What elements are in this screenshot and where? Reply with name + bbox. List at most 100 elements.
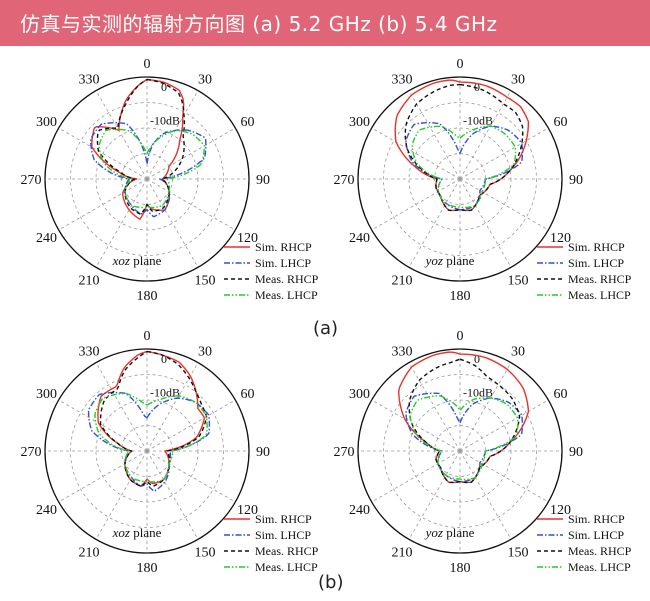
chart-legend: Sim. RHCP Sim. LHCP Meas. RHCP Meas. LHCP <box>537 512 632 574</box>
series-sim-lhcp <box>405 392 524 483</box>
angle-tick-label: 180 <box>450 561 471 576</box>
grid-ring <box>383 102 537 256</box>
grid-spoke <box>408 362 461 452</box>
angle-tick-label: 120 <box>237 231 258 246</box>
angle-tick-label: 330 <box>79 73 100 88</box>
series-meas-lhcp <box>94 392 208 483</box>
angle-tick-label: 150 <box>508 273 529 288</box>
legend-entry: Meas. RHCP <box>255 544 319 558</box>
series-sim-lhcp <box>87 391 211 492</box>
inner-zero-label: 0 <box>474 352 480 366</box>
series-meas-lhcp <box>411 125 517 209</box>
sub-caption-b: (b) <box>318 572 344 593</box>
angle-tick-label: 270 <box>21 445 42 460</box>
angle-tick-label: 270 <box>21 173 42 188</box>
angle-tick-label: 60 <box>553 387 567 402</box>
grid-ring <box>383 374 537 528</box>
angle-tick-label: 270 <box>334 445 355 460</box>
series-sim-rhcp <box>394 79 530 212</box>
angle-tick-label: 150 <box>195 273 216 288</box>
grid-spoke <box>58 178 148 231</box>
angle-tick-label: 0 <box>144 57 151 72</box>
angle-tick-label: 90 <box>569 445 583 460</box>
angle-tick-label: 30 <box>198 73 212 88</box>
series-sim-rhcp <box>97 350 206 487</box>
grid-spoke <box>459 399 549 452</box>
plane-label: yoz plane <box>424 525 475 540</box>
polar-chart-4: 0 30 60 90 120 150 180 210 240 270 300 330 0 -10dB yoz… <box>334 329 632 576</box>
angle-tick-label: 270 <box>334 173 355 188</box>
series-meas-rhcp <box>408 358 521 484</box>
angle-tick-label: 180 <box>137 289 158 304</box>
angle-tick-label: 150 <box>508 545 529 560</box>
grid-spoke <box>371 127 461 180</box>
series-meas-lhcp <box>409 395 519 481</box>
outer-ring <box>357 348 563 554</box>
legend-entry: Sim. LHCP <box>568 256 624 270</box>
angle-tick-label: 0 <box>457 57 464 72</box>
series-meas-rhcp <box>96 78 186 215</box>
angle-tick-label: 90 <box>256 173 270 188</box>
inner-zero-label: 0 <box>161 80 167 94</box>
angle-tick-label: 210 <box>79 273 100 288</box>
grid-spoke <box>146 450 236 503</box>
angle-tick-label: 180 <box>450 289 471 304</box>
angle-tick-label: 120 <box>550 231 571 246</box>
legend-entry: Sim. RHCP <box>255 240 312 254</box>
outer-ring <box>44 76 250 282</box>
angle-tick-label: 60 <box>240 387 254 402</box>
grid-spoke <box>459 362 512 452</box>
angle-tick-label: 300 <box>349 387 370 402</box>
series-meas-rhcp <box>404 83 524 212</box>
plane-label: xoz plane <box>112 525 162 540</box>
chart-legend: Sim. RHCP Sim. LHCP Meas. RHCP Meas. LHCP <box>224 512 319 574</box>
angle-tick-label: 30 <box>511 345 525 360</box>
grid-spoke <box>146 178 236 231</box>
polar-chart-2: 0 30 60 90 120 150 180 210 240 270 300 330 0 -10dB yoz… <box>334 57 632 304</box>
angle-tick-label: 30 <box>511 73 525 88</box>
inner-zero-label: 0 <box>474 80 480 94</box>
angle-tick-label: 300 <box>36 115 57 130</box>
grid-spoke <box>459 450 512 540</box>
legend-entry: Meas. LHCP <box>255 560 318 574</box>
angle-tick-label: 30 <box>198 345 212 360</box>
angle-tick-label: 300 <box>36 387 57 402</box>
grid-spoke <box>146 178 199 268</box>
angle-tick-label: 150 <box>195 545 216 560</box>
angle-tick-label: 180 <box>137 561 158 576</box>
legend-entry: Meas. LHCP <box>568 560 631 574</box>
grid-spoke <box>146 362 199 452</box>
legend-entry: Sim. LHCP <box>255 528 311 542</box>
angle-tick-label: 210 <box>392 273 413 288</box>
angle-tick-label: 330 <box>392 345 413 360</box>
angle-tick-label: 240 <box>36 503 57 518</box>
chart-legend: Sim. RHCP Sim. LHCP Meas. RHCP Meas. LHCP <box>224 240 319 302</box>
angle-tick-label: 60 <box>240 115 254 130</box>
angle-tick-label: 120 <box>237 503 258 518</box>
grid-spoke <box>408 178 461 268</box>
grid-spoke <box>95 178 148 268</box>
angle-tick-label: 90 <box>569 173 583 188</box>
grid-spoke <box>58 127 148 180</box>
title-banner: 仿真与实测的辐射方向图 (a) 5.2 GHz (b) 5.4 GHz <box>0 0 650 46</box>
legend-entry: Sim. LHCP <box>255 256 311 270</box>
polar-chart-1: 0 30 60 90 120 150 180 210 240 270 300 330 0 -10dB xoz… <box>21 57 319 304</box>
angle-tick-label: 240 <box>36 231 57 246</box>
grid-spoke <box>95 450 148 540</box>
grid-spoke <box>459 450 549 503</box>
grid-spoke <box>459 178 512 268</box>
grid-spoke <box>408 450 461 540</box>
grid-spoke <box>95 90 148 180</box>
sub-caption-a: (a) <box>313 318 339 339</box>
grid-spoke <box>371 399 461 452</box>
grid-spoke <box>58 450 148 503</box>
grid-spoke <box>146 399 236 452</box>
series-meas-rhcp <box>99 350 208 487</box>
grid-spoke <box>146 127 236 180</box>
angle-tick-label: 0 <box>457 329 464 344</box>
legend-entry: Meas. RHCP <box>255 272 319 286</box>
legend-entry: Sim. RHCP <box>568 240 625 254</box>
legend-entry: Meas. RHCP <box>568 272 632 286</box>
